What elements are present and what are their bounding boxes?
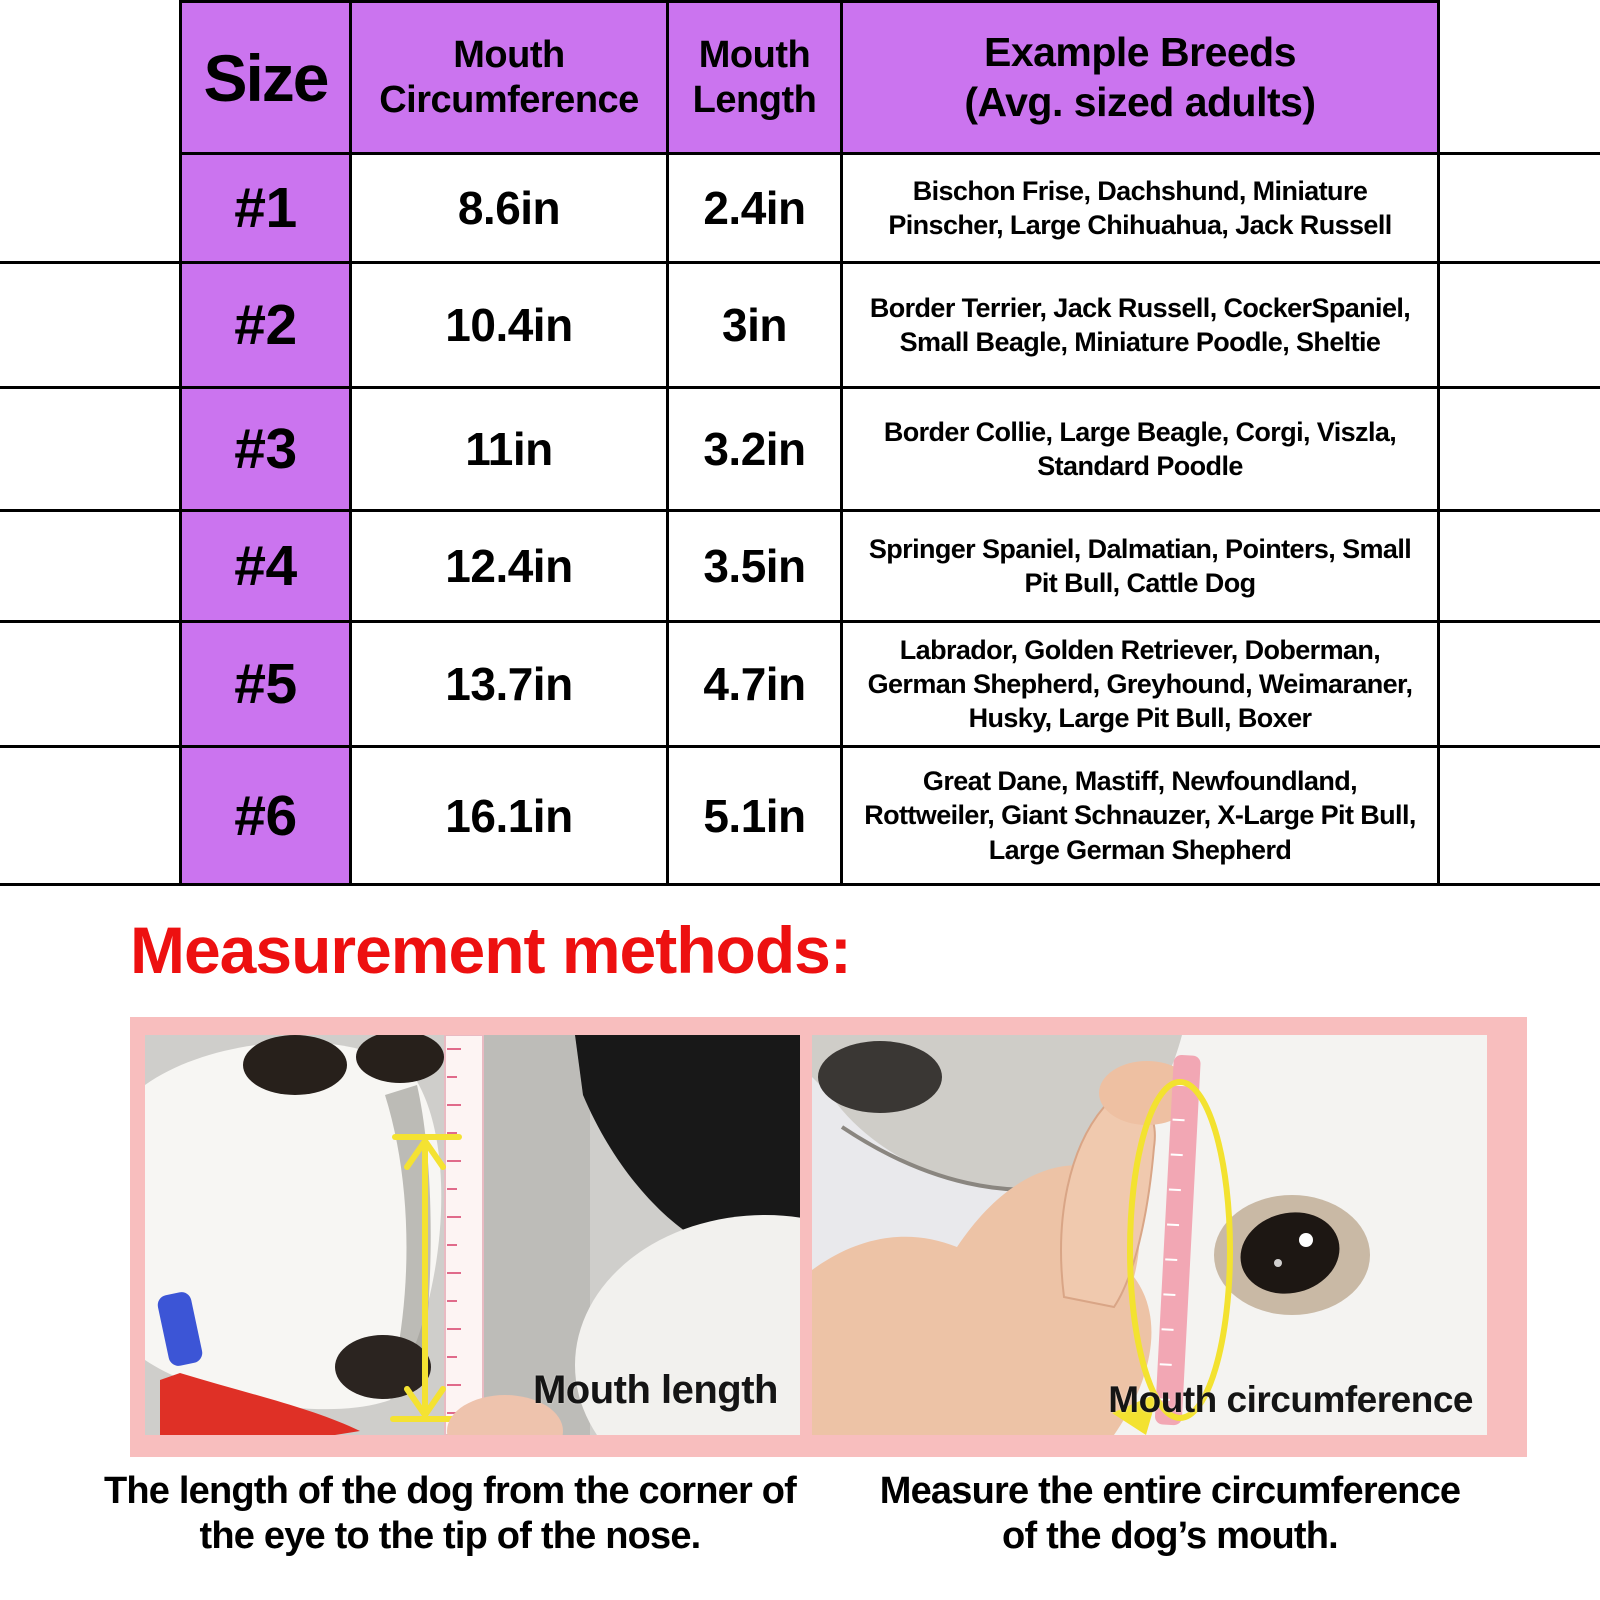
- circumference-cell-5: 13.7in: [349, 623, 666, 748]
- spacer-cell: [1437, 748, 1600, 886]
- hand: [812, 1061, 1195, 1436]
- mouth-circumference-photo: Mouth circumference: [812, 1035, 1487, 1436]
- length-cell-5: 4.7in: [666, 623, 840, 748]
- size-cell-3: #3: [179, 389, 349, 512]
- circumference-cell-3: 11in: [349, 389, 666, 512]
- spacer-cell: [0, 264, 179, 389]
- dog-nose: [335, 1335, 431, 1400]
- spacer-cell: [0, 389, 179, 512]
- circumference-cell-1: 8.6in: [349, 155, 666, 264]
- spacer-cell: [1437, 0, 1600, 155]
- header-size: Size: [179, 0, 349, 155]
- dog-eye: [243, 1035, 347, 1096]
- header-mouth-length: Mouth Length: [666, 0, 840, 155]
- size-cell-1: #1: [179, 155, 349, 264]
- measurement-methods-title: Measurement methods:: [130, 913, 852, 987]
- caption-line: the eye to the tip of the nose.: [199, 1514, 702, 1557]
- header-line: Mouth: [453, 33, 565, 76]
- spacer-cell: [0, 748, 179, 886]
- measuring-tape: [1155, 1055, 1201, 1426]
- spacer-cell: [1437, 155, 1600, 264]
- caption-line: The length of the dog from the corner of: [103, 1470, 797, 1513]
- header-line: (Avg. sized adults): [964, 78, 1316, 125]
- circumference-cell-4: 12.4in: [349, 512, 666, 623]
- spacer-cell: [0, 512, 179, 623]
- mouth-length-label: Mouth length: [532, 1368, 779, 1413]
- measurement-photo-strip: Mouth length: [130, 1017, 1527, 1458]
- mouth-length-photo: Mouth length: [145, 1035, 800, 1436]
- length-cell-3: 3.2in: [666, 389, 840, 512]
- mouth-length-caption: The length of the dog from the corner of…: [100, 1469, 800, 1558]
- mouth-circumference-caption: Measure the entire circumference of the …: [830, 1469, 1510, 1558]
- dog-head: [145, 1042, 442, 1410]
- circumference-cell-6: 16.1in: [349, 748, 666, 886]
- header-example-breeds: Example Breeds (Avg. sized adults): [840, 0, 1437, 155]
- breeds-cell-6: Great Dane, Mastiff, Newfoundland, Rottw…: [840, 748, 1437, 886]
- circumference-cell-2: 10.4in: [349, 264, 666, 389]
- dark-background: [575, 1035, 800, 1262]
- breeds-cell-5: Labrador, Golden Retriever, Doberman, Ge…: [840, 623, 1437, 748]
- ruler: [444, 1035, 484, 1436]
- caption-line: of the dog’s mouth.: [1002, 1514, 1339, 1557]
- size-cell-4: #4: [179, 512, 349, 623]
- size-cell-6: #6: [179, 748, 349, 886]
- dog-eye: [356, 1035, 444, 1084]
- header-line: Example Breeds: [983, 29, 1297, 76]
- dog-eye: [1214, 1195, 1370, 1316]
- mouth-circumference-label: Mouth circumference: [1108, 1379, 1473, 1421]
- header-line: Mouth: [698, 33, 811, 76]
- spacer-cell: [0, 0, 179, 155]
- dog-nose: [818, 1041, 942, 1114]
- finger: [447, 1395, 563, 1436]
- header-mouth-circumference: Mouth Circumference: [349, 0, 666, 155]
- spacer-cell: [1437, 389, 1600, 512]
- breeds-cell-4: Springer Spaniel, Dalmatian, Pointers, S…: [840, 512, 1437, 623]
- circumference-arrow: [1112, 1079, 1233, 1436]
- photo-captions: The length of the dog from the corner of…: [0, 1469, 1600, 1579]
- length-cell-2: 3in: [666, 264, 840, 389]
- size-cell-5: #5: [179, 623, 349, 748]
- length-cell-1: 2.4in: [666, 155, 840, 264]
- spacer-cell: [1437, 512, 1600, 623]
- header-line: Length: [692, 78, 817, 121]
- breeds-cell-2: Border Terrier, Jack Russell, CockerSpan…: [840, 264, 1437, 389]
- size-cell-2: #2: [179, 264, 349, 389]
- spacer-cell: [1437, 264, 1600, 389]
- fingertip: [1099, 1061, 1195, 1126]
- measure-arrow: [390, 1134, 462, 1423]
- mouth-circumference-illustration: [812, 1035, 1487, 1436]
- header-line: Circumference: [379, 78, 639, 121]
- spacer-cell: [0, 623, 179, 748]
- red-collar: [160, 1373, 360, 1436]
- size-table: Size Mouth Circumference Mouth Length Ex…: [0, 0, 1600, 886]
- breeds-cell-1: Bischon Frise, Dachshund, Miniature Pins…: [840, 155, 1437, 264]
- breeds-cell-3: Border Collie, Large Beagle, Corgi, Visz…: [840, 389, 1437, 512]
- caption-line: Measure the entire circumference: [879, 1470, 1461, 1513]
- dog-chest: [575, 1215, 800, 1436]
- mouth-length-illustration: [145, 1035, 800, 1436]
- spacer-cell: [0, 155, 179, 264]
- length-cell-4: 3.5in: [666, 512, 840, 623]
- length-cell-6: 5.1in: [666, 748, 840, 886]
- spacer-cell: [1437, 623, 1600, 748]
